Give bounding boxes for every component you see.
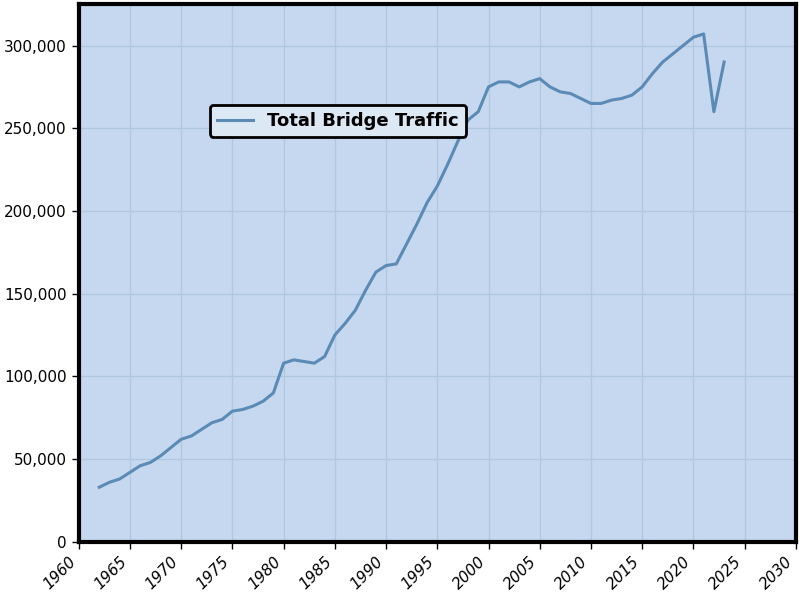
Total Bridge Traffic xyxy=(402,240,411,247)
Total Bridge Traffic xyxy=(258,398,268,405)
Total Bridge Traffic xyxy=(699,30,709,38)
Line: Total Bridge Traffic: Total Bridge Traffic xyxy=(99,34,724,488)
Total Bridge Traffic xyxy=(719,58,729,66)
Total Bridge Traffic xyxy=(218,416,227,423)
Legend: Total Bridge Traffic: Total Bridge Traffic xyxy=(210,105,466,137)
Total Bridge Traffic xyxy=(94,484,104,491)
Total Bridge Traffic xyxy=(638,83,647,91)
Total Bridge Traffic xyxy=(146,459,155,466)
Total Bridge Traffic xyxy=(474,108,483,115)
